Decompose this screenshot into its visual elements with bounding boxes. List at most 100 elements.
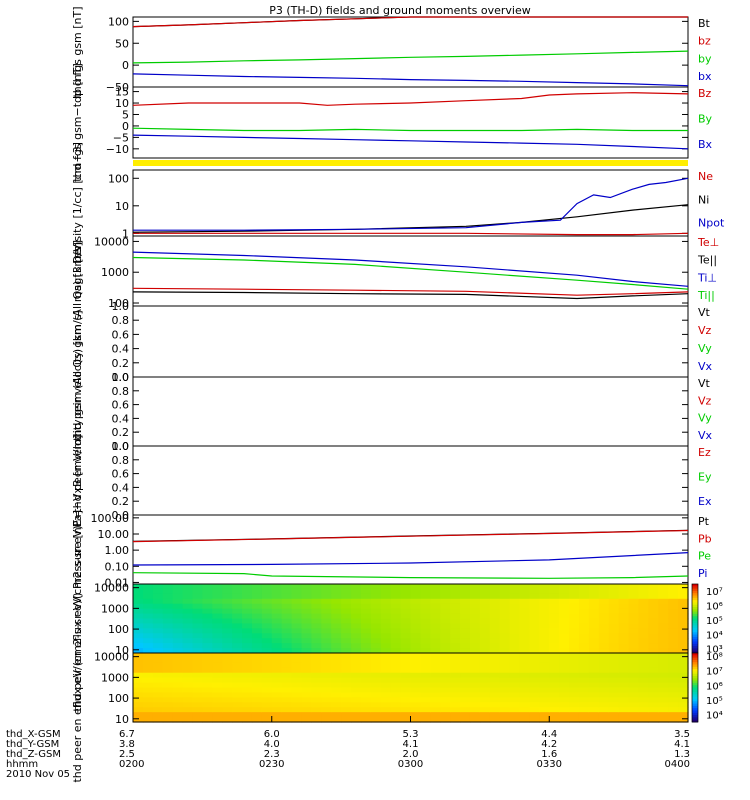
legend-label: by: [698, 52, 712, 65]
spectrogram-cell: [271, 667, 283, 674]
spectrogram-cell: [301, 588, 312, 595]
spectrogram-cell: [648, 717, 659, 723]
spectrogram-cell: [232, 712, 243, 718]
spectrogram-cell: [162, 653, 174, 659]
spectrogram-cell: [539, 648, 550, 654]
spectrogram-cell: [311, 692, 322, 698]
spectrogram-cell: [479, 638, 491, 644]
spectrogram-cell: [311, 677, 322, 684]
spectrogram-cell: [678, 648, 689, 654]
spectrogram-cell: [658, 662, 669, 669]
spectrogram-cell: [400, 702, 412, 708]
spectrogram-cell: [559, 613, 570, 620]
spectrogram-cell: [202, 687, 213, 694]
spectrogram-cell: [638, 603, 649, 610]
spectrogram-cell: [242, 638, 253, 644]
spectrogram-cell: [192, 603, 203, 610]
spectrogram-cell: [648, 633, 659, 639]
spectrogram-cell: [499, 584, 511, 590]
spectrogram-cell: [648, 648, 659, 654]
colorbar-cell: [692, 719, 698, 723]
spectrogram-cell: [291, 657, 303, 664]
spectrogram-cell: [370, 712, 382, 718]
spectrogram-cell: [142, 667, 154, 674]
spectrogram-cell: [469, 672, 481, 679]
spectrogram-cell: [152, 657, 164, 664]
spectrogram-cell: [578, 717, 590, 723]
spectrogram-cell: [509, 613, 521, 620]
spectrogram-cell: [529, 598, 540, 605]
spectrogram-cell: [232, 717, 243, 723]
spectrogram-cell: [569, 667, 580, 674]
spectrogram-cell: [410, 648, 422, 654]
spectrogram-cell: [618, 584, 630, 590]
spectrogram-cell: [410, 593, 422, 600]
spectrogram-cell: [281, 648, 293, 654]
spectrogram-cell: [479, 667, 491, 674]
spectrogram-cell: [341, 662, 352, 669]
legend-label: Ti⊥: [697, 271, 717, 284]
spectrogram-cell: [351, 672, 362, 679]
spectrogram-cell: [628, 633, 640, 639]
spectrogram-cell: [509, 618, 521, 625]
y-tick-label: 5: [122, 108, 129, 121]
spectrogram-cell: [133, 588, 144, 595]
spectrogram-cell: [529, 712, 540, 718]
spectrogram-cell: [479, 707, 491, 713]
spectrogram-cell: [232, 593, 243, 600]
spectrogram-cell: [430, 692, 441, 698]
colorbar-cell: [692, 586, 698, 590]
spectrogram-cell: [271, 677, 283, 684]
spectrogram-cell: [608, 687, 620, 694]
spectrogram-cell: [162, 657, 174, 664]
spectrogram-cell: [242, 584, 253, 590]
spectrogram-cell: [430, 667, 441, 674]
spectrogram-cell: [341, 613, 352, 620]
legend-label: bz: [698, 35, 711, 48]
spectrogram-cell: [380, 702, 392, 708]
spectrogram-cell: [212, 598, 223, 605]
colorbar-cell: [692, 655, 698, 659]
spectrogram-cell: [251, 593, 263, 600]
spectrogram-cell: [430, 707, 441, 713]
spectrogram-cell: [588, 702, 600, 708]
series-line-Te||: [132, 291, 689, 300]
spectrogram-cell: [370, 682, 382, 689]
colorbar-cell: [692, 630, 698, 633]
colorbar-cell: [692, 673, 698, 677]
spectrogram-cell: [598, 662, 610, 669]
spectrogram-cell: [678, 677, 689, 684]
spectrogram-cell: [251, 672, 263, 679]
spectrogram-cell: [430, 623, 441, 629]
spectrogram-cell: [410, 588, 422, 595]
spectrogram-cell: [370, 638, 382, 644]
spectrogram-cell: [598, 687, 610, 694]
spectrogram-cell: [182, 603, 194, 610]
spectrogram-cell: [569, 662, 580, 669]
colorbar-cell: [692, 669, 698, 672]
spectrogram-cell: [489, 657, 501, 664]
spectrogram-cell: [133, 712, 144, 718]
spectrogram-cell: [152, 702, 164, 708]
spectrogram-cell: [618, 618, 630, 625]
spectrogram-cell: [311, 603, 322, 610]
spectrogram-cell: [628, 662, 640, 669]
colorbar-cell: [692, 623, 698, 626]
spectrogram-cell: [321, 598, 332, 605]
spectrogram-cell: [648, 584, 659, 590]
spectrogram-cell: [678, 697, 689, 703]
spectrogram-cell: [598, 648, 610, 654]
spectrogram-cell: [291, 603, 303, 610]
spectrogram-cell: [410, 667, 422, 674]
spectrogram-cell: [291, 717, 303, 723]
spectrogram-cell: [400, 717, 412, 723]
spectrogram-cell: [618, 682, 630, 689]
spectrogram-cell: [509, 702, 521, 708]
spectrogram-cell: [410, 672, 422, 679]
spectrogram-cell: [390, 623, 402, 629]
spectrogram-cell: [331, 677, 342, 684]
ephemeris-value: 0200: [119, 759, 144, 770]
